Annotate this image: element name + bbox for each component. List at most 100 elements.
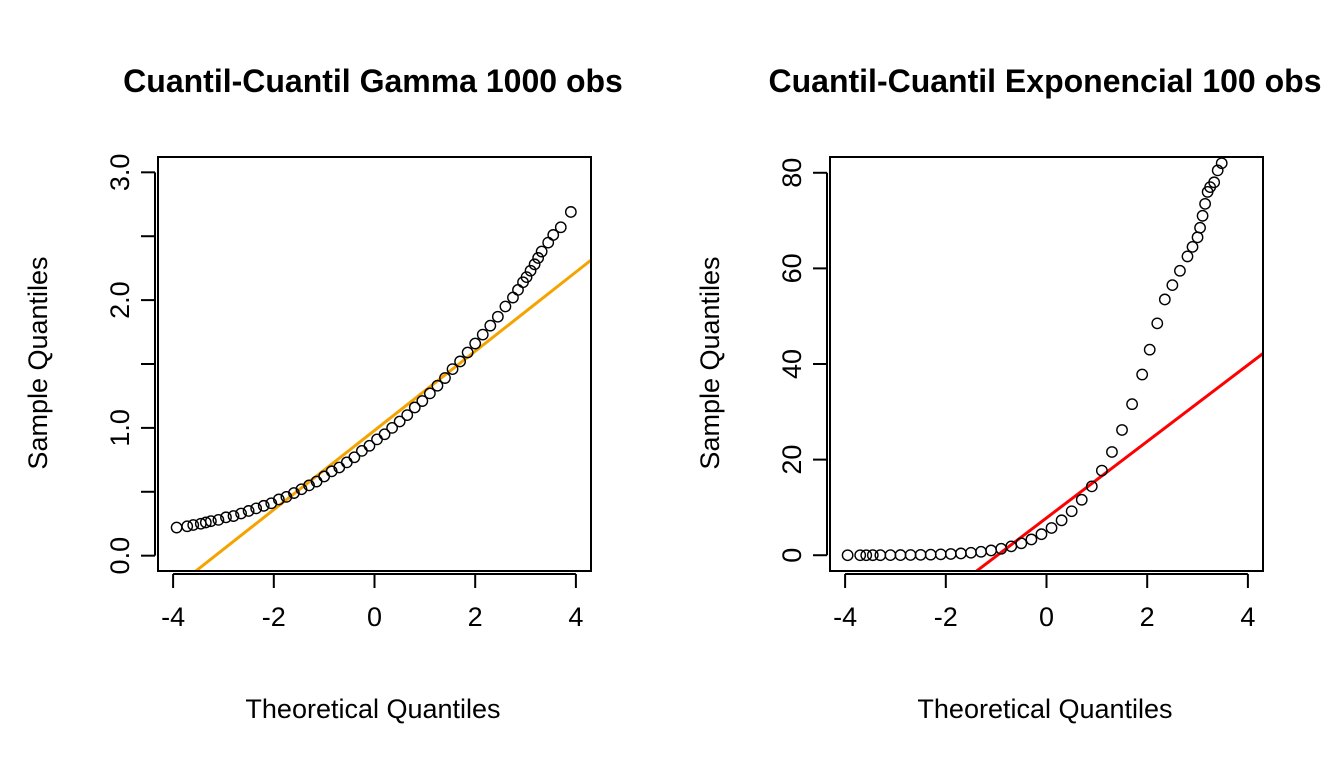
data-point xyxy=(1085,480,1098,493)
data-point xyxy=(431,379,444,392)
data-point xyxy=(303,479,315,492)
data-point xyxy=(265,497,278,510)
data-point xyxy=(250,502,263,515)
data-point xyxy=(170,521,183,534)
data-point xyxy=(1116,424,1128,436)
data-point xyxy=(1143,343,1156,356)
y-tick-label: 0 xyxy=(777,548,807,563)
data-point xyxy=(461,346,474,359)
y-axis: 0 20 40 60 80 xyxy=(777,158,828,563)
data-point xyxy=(1075,493,1088,506)
x-tick-label: -4 xyxy=(161,602,185,632)
y-tick-label: 60 xyxy=(777,253,807,283)
data-point xyxy=(955,547,967,560)
data-point xyxy=(1181,250,1194,263)
data-point xyxy=(280,490,293,503)
x-tick-label: -2 xyxy=(934,602,958,632)
x-axis: -4 -2 0 2 4 xyxy=(833,573,1255,632)
data-point xyxy=(874,549,887,562)
data-point xyxy=(1136,368,1149,381)
data-point xyxy=(507,291,519,304)
data-point xyxy=(499,300,512,313)
data-point xyxy=(904,549,917,561)
x-axis-label: Theoretical Quantiles xyxy=(245,694,500,724)
x-axis: -4 -2 0 2 4 xyxy=(161,573,583,632)
data-point xyxy=(1208,176,1221,189)
data-point xyxy=(235,507,247,520)
data-point xyxy=(386,421,399,434)
data-point xyxy=(884,549,897,562)
data-point xyxy=(1025,533,1038,546)
data-point xyxy=(512,283,524,296)
data-point xyxy=(484,319,497,332)
data-point xyxy=(1191,231,1204,244)
data-point xyxy=(491,310,504,323)
reference-line-layer xyxy=(193,258,591,571)
data-point xyxy=(894,549,907,561)
data-point xyxy=(924,548,937,561)
reference-line xyxy=(974,352,1263,571)
data-point xyxy=(1015,537,1028,550)
reference-line-layer xyxy=(974,352,1263,571)
data-point xyxy=(1215,157,1228,170)
qq-plot-exponential: Cuantil-Cuantil Exponencial 100 obs Theo… xyxy=(695,63,1321,724)
data-point xyxy=(934,548,947,561)
x-tick-label: 0 xyxy=(367,602,382,632)
data-point xyxy=(371,433,383,446)
y-tick-label: 40 xyxy=(777,349,807,379)
plot-frame xyxy=(829,156,1264,572)
data-point xyxy=(965,546,977,559)
data-point xyxy=(547,229,560,241)
data-point xyxy=(1045,522,1058,534)
data-point xyxy=(212,513,225,526)
data-point xyxy=(348,451,361,464)
data-point xyxy=(854,549,867,562)
chart-title: Cuantil-Cuantil Exponencial 100 obs xyxy=(769,63,1322,99)
y-tick-label: 1.0 xyxy=(105,409,135,447)
points-layer xyxy=(170,206,577,534)
y-axis-label: Sample Quantiles xyxy=(695,256,725,469)
data-point xyxy=(985,544,998,557)
data-point xyxy=(944,548,957,560)
data-point xyxy=(469,337,482,350)
y-tick-label: 0.0 xyxy=(105,537,135,575)
data-point xyxy=(408,401,421,414)
data-point xyxy=(325,465,338,478)
y-tick-label: 80 xyxy=(777,158,807,188)
y-axis-label: Sample Quantiles xyxy=(23,256,53,469)
data-point xyxy=(975,545,987,558)
x-tick-label: 0 xyxy=(1039,602,1054,632)
data-point xyxy=(272,493,285,506)
data-point xyxy=(476,328,489,341)
qq-plot-gamma: Cuantil-Cuantil Gamma 1000 obs Theoretic… xyxy=(23,63,623,724)
data-point xyxy=(340,456,353,469)
data-point xyxy=(257,499,270,512)
data-point xyxy=(914,548,927,561)
data-point xyxy=(1211,164,1224,177)
data-point xyxy=(423,387,436,400)
data-point xyxy=(860,549,873,562)
y-axis: 0.0 1.0 2.0 3.0 xyxy=(105,154,156,575)
data-point xyxy=(378,428,391,441)
data-point xyxy=(1065,505,1078,518)
data-point xyxy=(1196,209,1209,222)
y-tick-label: 3.0 xyxy=(105,154,135,192)
x-tick-label: 2 xyxy=(1140,602,1155,632)
data-point xyxy=(227,510,240,522)
data-point xyxy=(542,236,555,249)
data-point xyxy=(401,409,414,422)
chart-title: Cuantil-Cuantil Gamma 1000 obs xyxy=(123,63,623,99)
points-layer xyxy=(841,157,1228,562)
data-point xyxy=(564,206,577,218)
x-axis-label: Theoretical Quantiles xyxy=(917,694,1172,724)
data-point xyxy=(1126,398,1138,411)
data-point xyxy=(1055,514,1068,527)
data-point xyxy=(554,221,567,234)
x-tick-label: 2 xyxy=(468,602,483,632)
data-point xyxy=(318,470,331,483)
data-point xyxy=(841,549,854,562)
data-point xyxy=(393,415,406,428)
data-point xyxy=(866,549,879,562)
data-point xyxy=(204,515,217,528)
